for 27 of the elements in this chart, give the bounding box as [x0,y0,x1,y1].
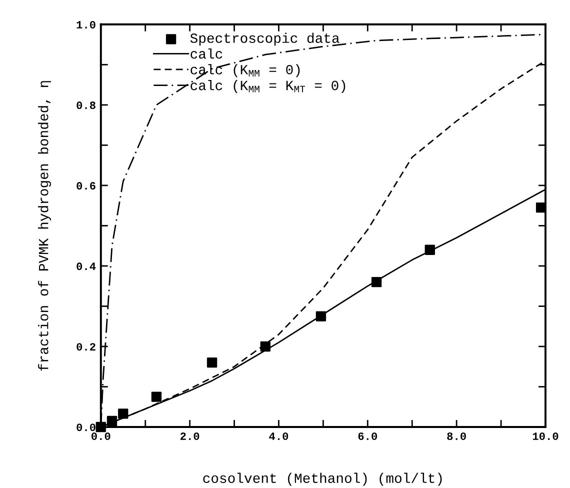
legend-label: calc [190,48,222,59]
x-tick-label: 0.0 [92,432,110,440]
legend-label: Spectroscopic data [190,32,340,46]
point [316,311,326,322]
y-tick-label: 0.0 [76,424,96,432]
point [371,276,382,288]
y-tick-label: 0.8 [76,102,96,110]
x-tick-label: 8.0 [447,432,466,440]
y-axis-title: fraction of PVMK hydrogen bonded, η [38,81,52,371]
x-tick-label: 2.0 [180,432,200,440]
point [424,244,435,255]
point [118,408,128,419]
point [106,416,118,426]
point [151,392,162,402]
point [536,202,546,213]
point [260,341,270,352]
point [206,357,218,368]
x-tick-label: 4.0 [269,432,288,440]
y-tick-label: 0.6 [76,182,96,190]
y-tick-label: 0.4 [76,262,96,270]
x-axis-title: cosolvent (Methanol) (mol/lt) [203,472,442,486]
legend-label: calc (K$_{MM}$ = 0) [190,64,300,78]
y-tick-label: 0.2 [76,343,96,351]
legend-label: calc (K$_{MM}$ = K$_{MT}$ = 0) [190,80,346,93]
x-tick-label: 10.0 [532,432,558,440]
y-tick-label: 1.0 [76,20,96,29]
x-tick-label: 6.0 [358,432,378,440]
